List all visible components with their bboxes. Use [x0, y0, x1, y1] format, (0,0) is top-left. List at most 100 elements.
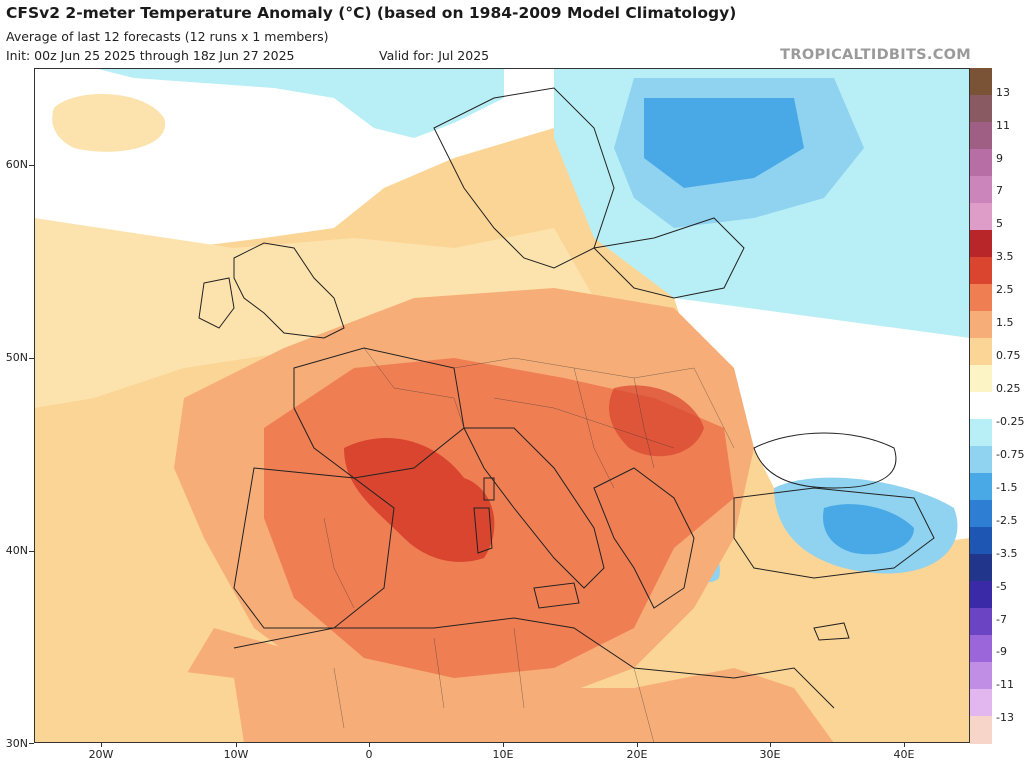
lon-tick-20w — [101, 743, 102, 747]
colorbar-label: -0.75 — [996, 447, 1024, 461]
colorbar-segment — [970, 122, 992, 150]
lat-tick-60n — [29, 165, 34, 166]
lon-label-20w: 20W — [88, 748, 114, 761]
colorbar-segment — [970, 392, 992, 420]
colorbar-segment — [970, 149, 992, 177]
colorbar-segment — [970, 95, 992, 123]
colorbar-segment — [970, 284, 992, 312]
colorbar-label: -5 — [996, 579, 1007, 593]
atlantic-warm-patch — [52, 94, 166, 152]
colorbar-label: -0.25 — [996, 414, 1024, 428]
colorbar-label: -11 — [996, 678, 1014, 692]
anomaly-colorbar — [970, 68, 992, 744]
black-sea-coast — [753, 432, 897, 489]
iberia-france-italy-warm — [264, 358, 734, 678]
colorbar-label: 7 — [996, 184, 1003, 198]
lon-tick-0 — [369, 743, 370, 747]
colorbar-label: -1.5 — [996, 480, 1018, 494]
lon-tick-10w — [236, 743, 237, 747]
colorbar-label: 0.75 — [996, 349, 1021, 363]
colorbar-segment — [970, 608, 992, 636]
colorbar-label: 9 — [996, 151, 1003, 165]
lon-label-10w: 10W — [223, 748, 249, 761]
colorbar-label: -13 — [996, 711, 1014, 725]
lat-label-60n: 60N — [5, 158, 28, 171]
colorbar-segment — [970, 446, 992, 474]
colorbar-label: -3.5 — [996, 546, 1018, 560]
france-coast — [293, 347, 465, 479]
north-africa-warm — [174, 628, 834, 743]
lat-tick-30n — [29, 743, 34, 744]
colorbar-segment — [970, 203, 992, 231]
eastern-europe-neutral — [674, 298, 970, 548]
balkans-warm-core — [609, 385, 704, 457]
anomaly-map — [34, 68, 970, 743]
lat-tick-50n — [29, 358, 34, 359]
lon-label-20e: 20E — [626, 748, 648, 761]
colorbar-segment — [970, 68, 992, 96]
colorbar-segment — [970, 176, 992, 204]
corsica-coast — [483, 477, 495, 501]
lon-tick-20e — [637, 743, 638, 747]
western-mediterranean-max — [344, 438, 495, 562]
colorbar-label: 3.5 — [996, 250, 1014, 264]
colorbar-segment — [970, 311, 992, 339]
coastlines — [198, 87, 935, 709]
sardinia-coast — [473, 507, 493, 554]
colorbar-segment — [970, 419, 992, 447]
page-title: CFSv2 2-meter Temperature Anomaly (°C) (… — [6, 4, 737, 22]
atlantic-band — [34, 218, 594, 408]
italy-coast — [463, 427, 605, 589]
country-borders — [323, 347, 735, 743]
colorbar-segment — [970, 365, 992, 393]
colorbar-label: 2.5 — [996, 283, 1014, 297]
colorbar-label: -9 — [996, 645, 1007, 659]
colorbar-segment — [970, 635, 992, 663]
colorbar-label: 11 — [996, 118, 1010, 132]
turkey-cold-core — [823, 504, 914, 555]
lon-label-0: 0 — [365, 748, 373, 761]
colorbar-label: 0.25 — [996, 382, 1021, 396]
lon-label-10e: 10E — [492, 748, 514, 761]
lon-label-40e: 40E — [893, 748, 915, 761]
colorbar-segment — [970, 527, 992, 555]
colorbar-segment — [970, 230, 992, 258]
lat-label-40n: 40N — [5, 544, 28, 557]
colorbar-segment — [970, 554, 992, 582]
lat-tick-40n — [29, 551, 34, 552]
ireland-coast — [198, 277, 235, 329]
lon-tick-30e — [770, 743, 771, 747]
lat-label-50n: 50N — [5, 351, 28, 364]
colorbar-segment — [970, 662, 992, 690]
cyprus-coast — [813, 622, 850, 641]
sahara-edge — [134, 668, 244, 743]
valid-time-label: Valid for: Jul 2025 — [379, 48, 490, 63]
colorbar-segment — [970, 473, 992, 501]
colorbar-label: 1.5 — [996, 316, 1014, 330]
colorbar-segment — [970, 500, 992, 528]
colorbar-segment — [970, 689, 992, 717]
forecast-subtitle: Average of last 12 forecasts (12 runs x … — [6, 29, 329, 44]
colorbar-segment — [970, 716, 992, 744]
colorbar-label: -7 — [996, 612, 1007, 626]
lon-tick-40e — [904, 743, 905, 747]
baltic-coast — [592, 217, 745, 299]
sicily-coast — [533, 582, 580, 609]
turkey-coast — [733, 487, 935, 579]
lon-label-30e: 30E — [759, 748, 781, 761]
colorbar-label: 13 — [996, 85, 1010, 99]
north-atlantic-cool — [94, 68, 504, 138]
lat-label-30n: 30N — [5, 737, 28, 750]
colorbar-segment — [970, 581, 992, 609]
site-credit: TROPICALTIDBITS.COM — [780, 47, 971, 63]
chart-header: CFSv2 2-meter Temperature Anomaly (°C) (… — [0, 0, 1024, 68]
colorbar-segment — [970, 257, 992, 285]
uk-coast — [233, 242, 345, 339]
north-africa-coast — [233, 617, 835, 709]
init-time-label: Init: 00z Jun 25 2025 through 18z Jun 27… — [6, 48, 295, 63]
balkans-coast — [593, 467, 695, 609]
scandinavia-cold-core — [644, 98, 804, 188]
colorbar-segment — [970, 338, 992, 366]
lon-tick-10e — [503, 743, 504, 747]
colorbar-label: 5 — [996, 217, 1003, 231]
